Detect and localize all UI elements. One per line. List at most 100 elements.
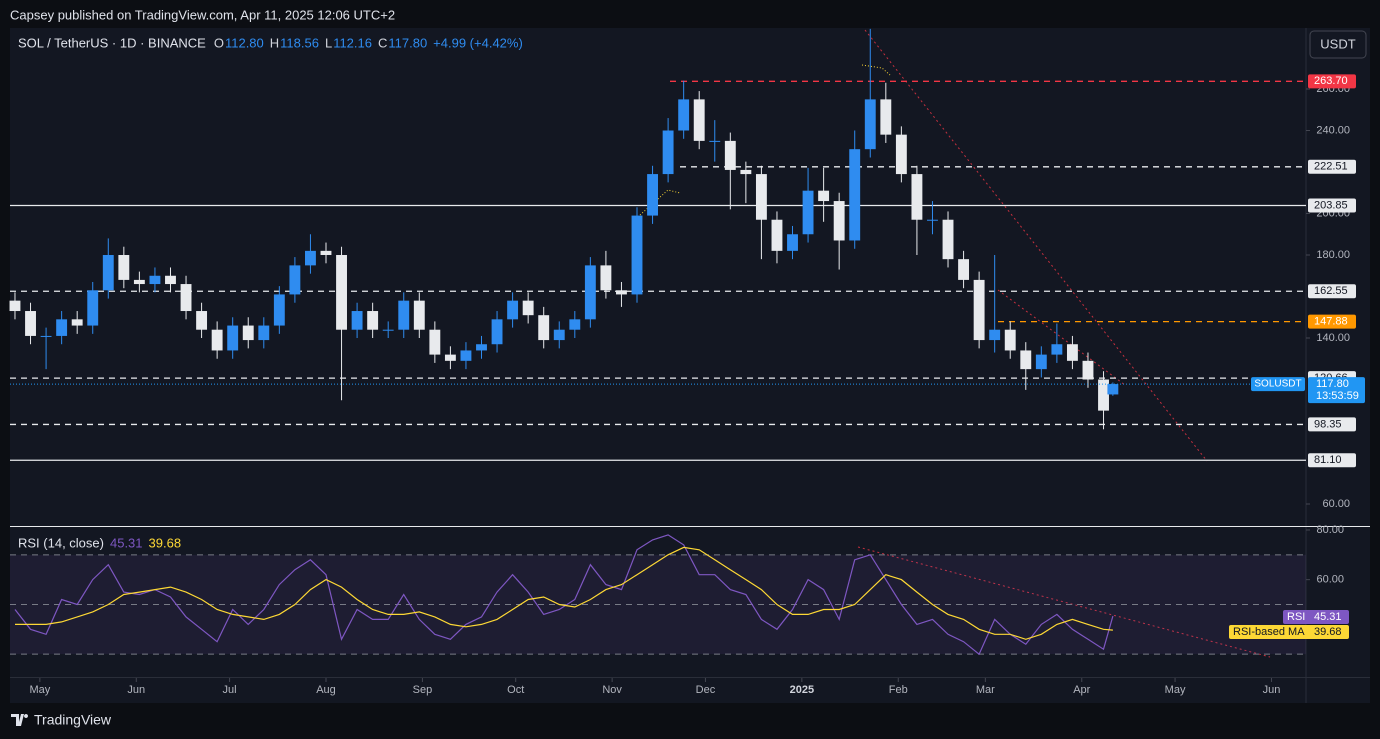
last-price-label: 117.80 (1316, 378, 1349, 390)
currency-button-box[interactable] (1309, 30, 1367, 59)
candle-body (584, 265, 596, 320)
candle-body (149, 275, 161, 285)
candle-body (787, 234, 798, 251)
candle-body (864, 99, 876, 150)
candle-body (1098, 379, 1109, 411)
currency-button-label[interactable]: USDT (1320, 36, 1355, 51)
x-tick-label: Mar (976, 684, 995, 696)
y-tick-label: 60.00 (1316, 574, 1344, 586)
level-label: 203.85 (1314, 199, 1348, 211)
candle-body (413, 300, 425, 330)
candle-body (849, 149, 861, 241)
candle-body (1082, 360, 1094, 380)
candle-body (273, 294, 285, 326)
candle-body (678, 99, 690, 131)
series-tag-value: 39.68 (1314, 626, 1342, 638)
candle-body (211, 329, 223, 351)
series-tag (1283, 610, 1349, 624)
candle-body (538, 315, 550, 341)
level-tag (1308, 74, 1356, 89)
legend-change: +4.99 (+4.42%) (433, 35, 523, 50)
candle-body (102, 255, 114, 291)
candle-body (336, 255, 347, 330)
candle-body (569, 319, 581, 330)
chart-panel (10, 28, 1370, 703)
candle-body (693, 99, 705, 141)
candle-body (460, 350, 472, 361)
legend-h-label: H (270, 35, 279, 50)
x-tick-label: Jun (1263, 684, 1281, 696)
footer-brand[interactable]: TradingView (34, 712, 112, 728)
level-label: 147.88 (1314, 316, 1348, 328)
candle-body (133, 279, 145, 285)
level-label: 81.10 (1314, 454, 1342, 466)
candle-body (709, 140, 721, 142)
x-tick-label: Apr (1073, 684, 1090, 696)
last-price-symbol-tag (1251, 377, 1305, 392)
candle-body (833, 201, 845, 241)
rsi-title-value: 45.31 (110, 535, 143, 550)
candle-body (87, 290, 99, 326)
trendline (864, 29, 1208, 462)
series-tag-value: 45.31 (1314, 611, 1342, 623)
x-tick-label: Aug (316, 684, 336, 696)
candle-body (740, 169, 752, 175)
footer-logo[interactable]: TradingView (11, 712, 112, 728)
candle-body (880, 99, 892, 135)
legend-c-label: C (378, 35, 387, 50)
candle-body (351, 311, 363, 330)
candle-body (989, 329, 1001, 341)
y-tick-label: 80.00 (1316, 524, 1344, 536)
candle-body (444, 354, 456, 361)
candle-body (1051, 344, 1063, 355)
candle-body (662, 130, 674, 175)
x-tick-label: Jul (223, 684, 237, 696)
series-tag (1229, 625, 1349, 639)
level-tag (1308, 284, 1356, 299)
candle-body (242, 325, 254, 341)
legend-open: 112.80 (225, 35, 264, 50)
logo-icon[interactable] (11, 714, 29, 726)
candle-body (56, 319, 68, 336)
rsi-title: RSI (14, close) (18, 535, 104, 550)
candle-body (258, 325, 270, 341)
candle-body (1035, 354, 1047, 370)
candle-body (1066, 344, 1078, 361)
candle-body (553, 329, 565, 341)
x-tick-label: May (1165, 684, 1186, 696)
pattern-sketch (861, 64, 891, 76)
y-tick-label: 240.00 (1316, 124, 1350, 136)
x-tick-label: Feb (889, 684, 908, 696)
candle-body (616, 290, 627, 295)
candle-body (1004, 329, 1016, 351)
candle-body (227, 325, 239, 351)
candle-body (289, 265, 301, 295)
candle-body (818, 190, 830, 202)
candle-body (507, 300, 519, 320)
level-tag (1308, 159, 1356, 174)
x-tick-label: Jun (127, 684, 145, 696)
candle-body (522, 300, 534, 316)
candle-body (973, 279, 985, 341)
candle-body (9, 300, 21, 312)
level-tag (1308, 198, 1356, 213)
candle-body (647, 174, 658, 216)
publisher-line: Capsey published on TradingView.com, Apr… (10, 7, 395, 22)
level-label: 98.35 (1314, 418, 1342, 430)
series-tag-name: RSI-based MA (1233, 626, 1305, 638)
candle-body (367, 311, 379, 330)
candle-body (724, 140, 736, 170)
candle-body (895, 134, 907, 175)
currency-button[interactable]: USDT (1309, 30, 1367, 59)
legend-high: 118.56 (280, 35, 319, 50)
legend-close: 117.80 (388, 35, 427, 50)
countdown: 13:53:59 (1316, 390, 1359, 402)
x-tick-label: Nov (602, 684, 622, 696)
rsi-title-value: 39.68 (149, 535, 182, 550)
x-tick-label: Dec (696, 684, 716, 696)
candle-body (180, 284, 192, 312)
rsi-line (15, 546, 1113, 640)
level-tag (1308, 314, 1356, 329)
candle-body (600, 265, 612, 291)
